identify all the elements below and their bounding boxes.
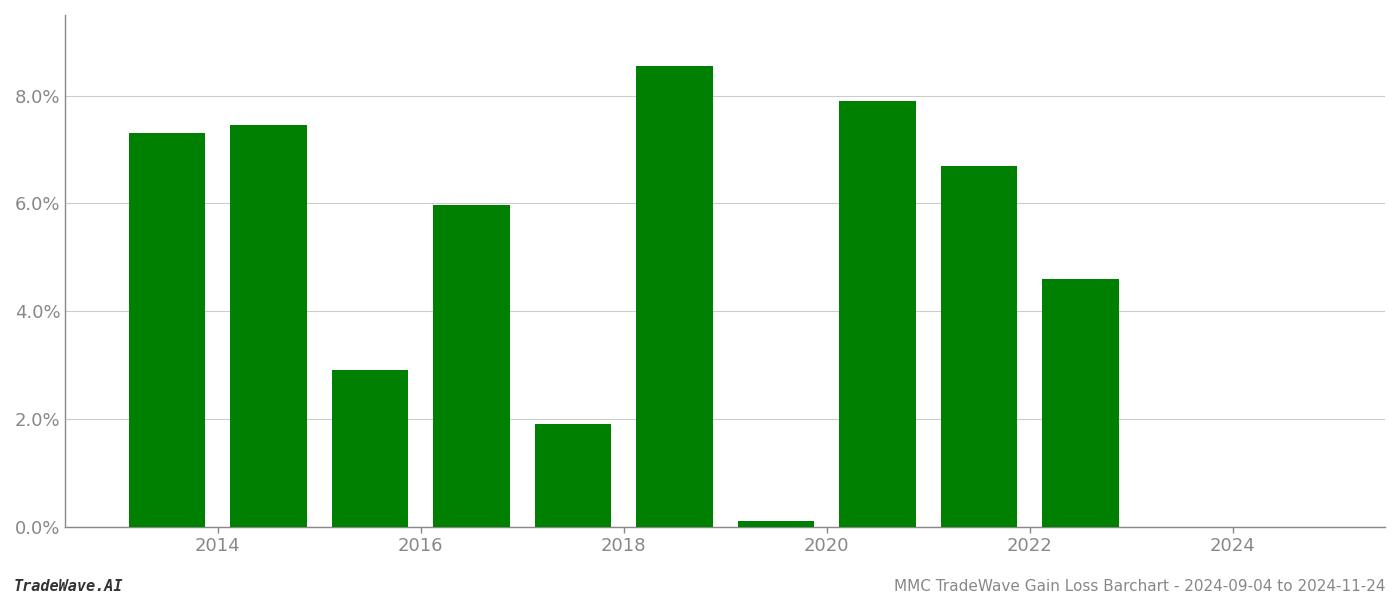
Bar (1043, 279, 1119, 527)
Text: MMC TradeWave Gain Loss Barchart - 2024-09-04 to 2024-11-24: MMC TradeWave Gain Loss Barchart - 2024-… (895, 579, 1386, 594)
Bar (129, 133, 204, 527)
Bar (738, 521, 813, 527)
Bar (840, 101, 916, 527)
Bar (434, 205, 510, 527)
Bar (535, 424, 610, 527)
Bar (637, 66, 713, 527)
Bar (231, 125, 307, 527)
Text: TradeWave.AI: TradeWave.AI (14, 579, 123, 594)
Bar (941, 166, 1016, 527)
Bar (332, 370, 407, 527)
